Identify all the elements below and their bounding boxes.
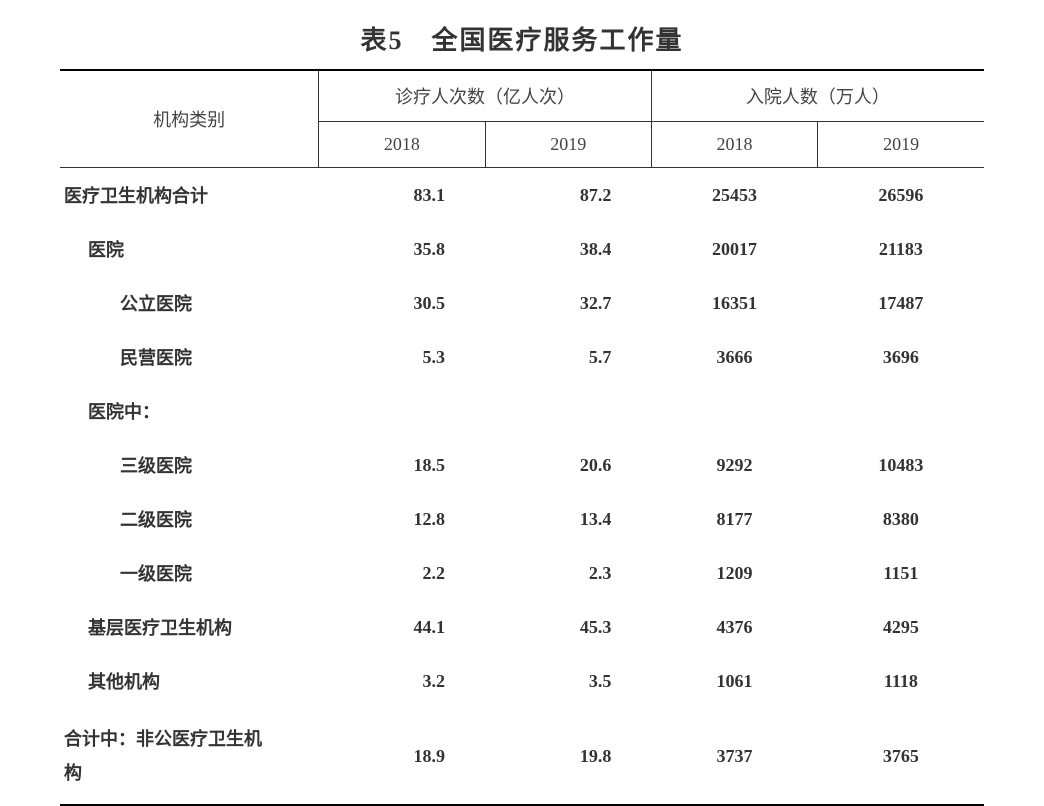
row-value: 30.5	[319, 276, 485, 330]
row-label: 医疗卫生机构合计	[60, 168, 319, 223]
row-value: 83.1	[319, 168, 485, 223]
row-value: 21183	[818, 222, 984, 276]
row-value: 35.8	[319, 222, 485, 276]
row-value: 10483	[818, 438, 984, 492]
table-row: 二级医院12.813.481778380	[60, 492, 984, 546]
row-value: 2.3	[485, 546, 651, 600]
row-value: 18.5	[319, 438, 485, 492]
row-value	[319, 384, 485, 438]
row-value	[651, 384, 817, 438]
group-header-visits: 诊疗人次数（亿人次）	[319, 70, 652, 122]
row-value: 12.8	[319, 492, 485, 546]
table-row: 医院中：	[60, 384, 984, 438]
table-row: 医疗卫生机构合计83.187.22545326596	[60, 168, 984, 223]
row-value: 20017	[651, 222, 817, 276]
table-row: 民营医院5.35.736663696	[60, 330, 984, 384]
row-label: 一级医院	[60, 546, 319, 600]
row-value: 3.2	[319, 654, 485, 708]
row-value: 8177	[651, 492, 817, 546]
row-value: 1151	[818, 546, 984, 600]
table-title: 表5 全国医疗服务工作量	[60, 20, 984, 57]
row-value: 87.2	[485, 168, 651, 223]
workload-table: 机构类别 诊疗人次数（亿人次） 入院人数（万人） 2018 2019 2018 …	[60, 69, 984, 806]
table-row: 公立医院30.532.71635117487	[60, 276, 984, 330]
table-row: 其他机构3.23.510611118	[60, 654, 984, 708]
row-value: 1118	[818, 654, 984, 708]
row-value: 5.7	[485, 330, 651, 384]
row-value: 3696	[818, 330, 984, 384]
row-value: 8380	[818, 492, 984, 546]
row-label: 医院	[60, 222, 319, 276]
row-value	[818, 384, 984, 438]
row-value: 4295	[818, 600, 984, 654]
row-value: 38.4	[485, 222, 651, 276]
row-value: 3765	[818, 708, 984, 805]
row-value: 2.2	[319, 546, 485, 600]
year-col: 2018	[319, 122, 485, 168]
row-value: 25453	[651, 168, 817, 223]
table-body: 医疗卫生机构合计83.187.22545326596医院35.838.42001…	[60, 168, 984, 806]
row-label: 基层医疗卫生机构	[60, 600, 319, 654]
row-value: 26596	[818, 168, 984, 223]
row-value: 1061	[651, 654, 817, 708]
table-row: 医院35.838.42001721183	[60, 222, 984, 276]
row-value: 3737	[651, 708, 817, 805]
row-label: 合计中：非公医疗卫生机构	[60, 708, 319, 805]
row-value: 32.7	[485, 276, 651, 330]
group-header-admissions: 入院人数（万人）	[651, 70, 984, 122]
row-value: 5.3	[319, 330, 485, 384]
category-header: 机构类别	[60, 70, 319, 168]
row-value: 18.9	[319, 708, 485, 805]
row-value: 17487	[818, 276, 984, 330]
year-col: 2018	[651, 122, 817, 168]
year-col: 2019	[485, 122, 651, 168]
row-value: 20.6	[485, 438, 651, 492]
row-value: 9292	[651, 438, 817, 492]
row-value	[485, 384, 651, 438]
row-value: 13.4	[485, 492, 651, 546]
row-value: 19.8	[485, 708, 651, 805]
row-value: 3.5	[485, 654, 651, 708]
table-row: 三级医院18.520.6929210483	[60, 438, 984, 492]
row-value: 3666	[651, 330, 817, 384]
table-row: 一级医院2.22.312091151	[60, 546, 984, 600]
row-value: 4376	[651, 600, 817, 654]
row-label: 二级医院	[60, 492, 319, 546]
row-label: 公立医院	[60, 276, 319, 330]
year-col: 2019	[818, 122, 984, 168]
table-row: 合计中：非公医疗卫生机构18.919.837373765	[60, 708, 984, 805]
row-label: 医院中：	[60, 384, 319, 438]
row-label: 其他机构	[60, 654, 319, 708]
row-value: 45.3	[485, 600, 651, 654]
row-label: 民营医院	[60, 330, 319, 384]
table-row: 基层医疗卫生机构44.145.343764295	[60, 600, 984, 654]
row-label: 三级医院	[60, 438, 319, 492]
row-value: 1209	[651, 546, 817, 600]
row-value: 44.1	[319, 600, 485, 654]
row-value: 16351	[651, 276, 817, 330]
